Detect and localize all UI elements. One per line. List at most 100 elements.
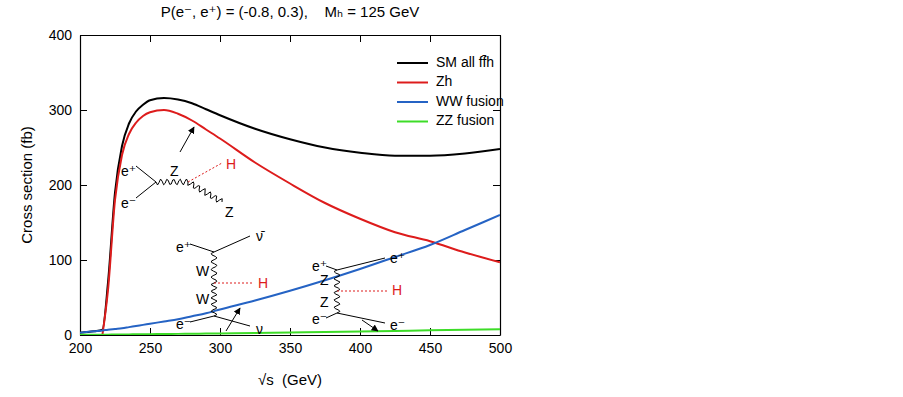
- diagram: e⁺ ν̄ W H We⁻ ν: [176, 228, 268, 337]
- chart-svg: 2002503003504004505000100200300400P(e⁻, …: [0, 0, 903, 397]
- diagram-label: Z: [225, 204, 234, 220]
- tick-mark: [493, 335, 500, 336]
- diagram-label: H: [392, 282, 402, 298]
- diagram-line: [190, 316, 214, 322]
- diagram-line: [136, 182, 156, 198]
- tick-mark: [430, 328, 431, 335]
- tick: [220, 35, 221, 42]
- diagram-line: [326, 313, 337, 318]
- tick-mark: [493, 185, 500, 186]
- legend: SM all ff̄h Zh WW fusion ZZ fusion: [397, 54, 504, 129]
- series-line: [80, 329, 500, 335]
- diagram-higgs: [214, 283, 252, 284]
- series-line: [102, 110, 500, 335]
- legend-label: WW fusion: [436, 93, 504, 109]
- diagram-higgs: [188, 163, 222, 182]
- tick-mark: [290, 328, 291, 335]
- diagram-line: [190, 244, 214, 252]
- diagram-boson: [211, 252, 217, 283]
- legend-swatch: [397, 62, 428, 64]
- tick-label: 200: [69, 340, 93, 356]
- diagram-line: [337, 313, 385, 323]
- diagram: e⁺e⁺ZHZe⁻e⁻: [312, 250, 405, 333]
- legend-label: ZZ fusion: [436, 112, 494, 128]
- diagram-line: [326, 266, 337, 270]
- x-axis: 200 250 300 350 400 450 500: [69, 328, 513, 356]
- legend-label: SM all ff̄h: [436, 54, 494, 70]
- diagram-higgs: [337, 291, 388, 292]
- tick: 250: [139, 328, 163, 356]
- tick-label: 200: [49, 177, 73, 193]
- diagram-label: e⁻: [312, 311, 327, 327]
- diagram-label: e⁻: [176, 316, 191, 332]
- diagram-boson: [211, 283, 217, 316]
- x-axis-title: √s (GeV): [258, 371, 322, 388]
- tick-mark: [430, 35, 431, 42]
- tick-mark: [493, 35, 500, 36]
- diagram-label: H: [258, 275, 268, 291]
- diagram-label: e⁺: [121, 163, 136, 179]
- diagram-label: Z: [320, 272, 329, 288]
- diagram-label: e⁻: [390, 317, 405, 333]
- diagram-label: ν̄: [256, 228, 265, 244]
- tick: [493, 35, 500, 36]
- tick-mark: [80, 335, 87, 336]
- x-axis-top: [81, 35, 501, 42]
- tick-mark: [290, 35, 291, 42]
- diagram-label: W: [196, 263, 210, 279]
- tick: [493, 110, 500, 111]
- tick: 300: [49, 102, 87, 118]
- diagram-label: e⁺: [176, 239, 191, 255]
- diagram-label: Z: [170, 163, 179, 179]
- diagram-label: ν: [256, 321, 263, 337]
- tick-mark: [150, 35, 151, 42]
- diagram-line: [337, 258, 385, 270]
- tick: 100: [49, 252, 87, 268]
- tick: 450: [419, 328, 443, 356]
- tick-label: 300: [209, 340, 233, 356]
- chart-container: 2002503003504004505000100200300400P(e⁻, …: [0, 0, 903, 397]
- tick: [493, 185, 500, 186]
- tick-label: 300: [49, 102, 73, 118]
- tick-label: 100: [49, 252, 73, 268]
- diagram-label: e⁻: [121, 195, 136, 211]
- tick-label: 350: [279, 340, 303, 356]
- tick-label: 250: [139, 340, 163, 356]
- tick-label: 400: [349, 340, 373, 356]
- tick-label: 450: [419, 340, 443, 356]
- series-line: [80, 98, 500, 333]
- legend-swatch: [397, 121, 428, 123]
- tick: [430, 35, 431, 42]
- series-line: [80, 215, 500, 333]
- diagram-label: W: [196, 291, 210, 307]
- diagram-boson: [334, 291, 340, 313]
- plot-area: [80, 98, 500, 335]
- diagram: e⁺ e⁻ Z H Z: [121, 127, 236, 220]
- tick-mark: [493, 110, 500, 111]
- tick-mark: [360, 35, 361, 42]
- diagram-line: [136, 166, 156, 182]
- tick: [80, 35, 81, 42]
- tick-mark: [80, 185, 87, 186]
- tick-mark: [80, 260, 87, 261]
- axis-line: [500, 36, 501, 336]
- tick: [290, 35, 291, 42]
- y-axis-right: [493, 36, 501, 336]
- tick: 200: [49, 177, 87, 193]
- chart-title: P(e⁻, e⁺) = (-0.8, 0.3), Mₕ = 125 GeV: [161, 3, 420, 20]
- diagram-label: e⁺: [390, 250, 405, 266]
- diagram-arrow: [362, 320, 378, 331]
- diagram-boson: [188, 182, 222, 202]
- legend-label: Zh: [436, 73, 452, 89]
- diagram-label: H: [226, 156, 236, 172]
- tick: [150, 35, 151, 42]
- tick-mark: [220, 35, 221, 42]
- tick-label: 400: [49, 27, 73, 43]
- y-axis: 0100200300400: [49, 27, 87, 343]
- legend-swatch: [397, 82, 428, 84]
- legend-swatch: [397, 101, 428, 103]
- tick: [493, 335, 500, 336]
- tick-label: 500: [489, 340, 513, 356]
- diagram-arrow: [180, 127, 194, 152]
- tick: [360, 35, 361, 42]
